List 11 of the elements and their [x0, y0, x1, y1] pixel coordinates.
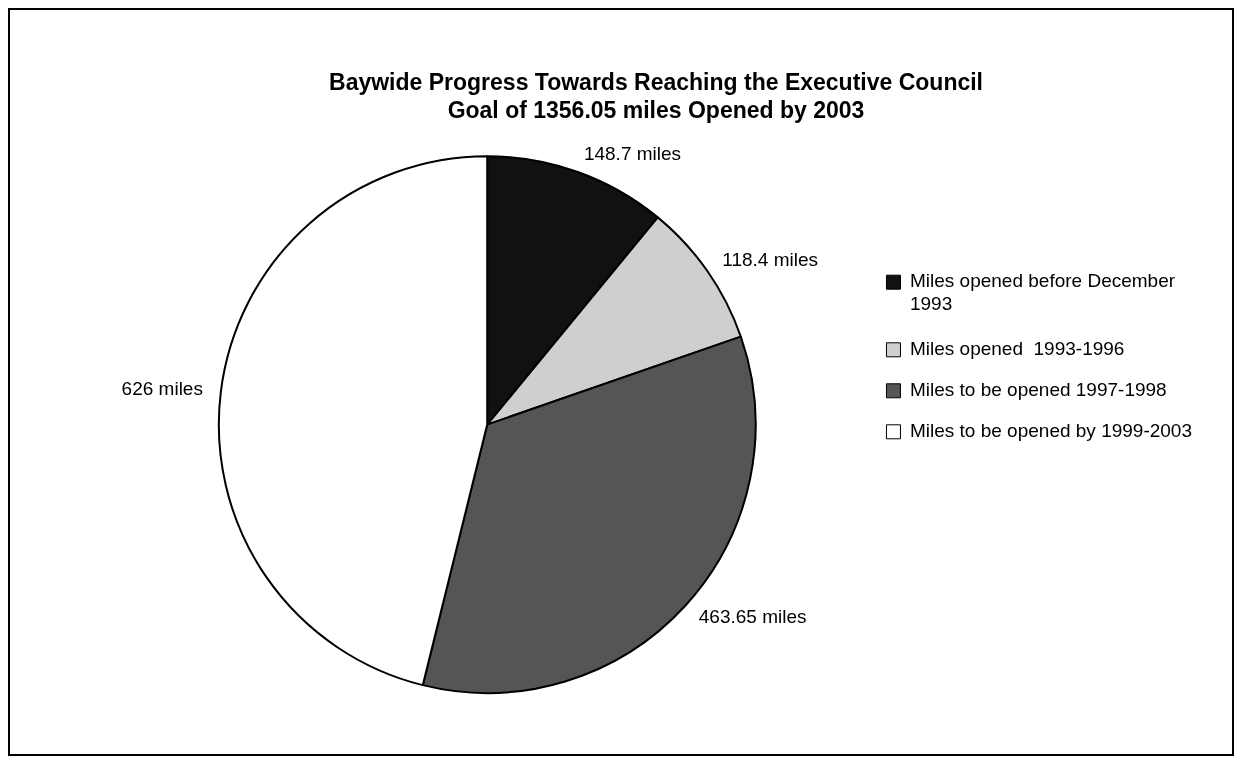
data-label: 463.65 miles [698, 605, 807, 627]
text: Goal of 1356.05 miles Opened by 2003 [447, 96, 865, 123]
category-label: 1993 [909, 293, 953, 315]
text: Baywide Progress Towards Reaching the Executive Council [329, 69, 983, 96]
legend-label: Miles opened 1993-1996 [909, 338, 1125, 360]
category-label: Miles opened before December [909, 270, 1176, 292]
data-label: 148.7 miles [583, 143, 682, 165]
legend-label: Miles to be opened by 1999-2003 [909, 420, 1193, 442]
data-label: 118.4 miles [722, 249, 819, 271]
data-label: 626 miles [121, 378, 203, 400]
legend-label: Miles to be opened 1997-1998 [909, 379, 1167, 401]
